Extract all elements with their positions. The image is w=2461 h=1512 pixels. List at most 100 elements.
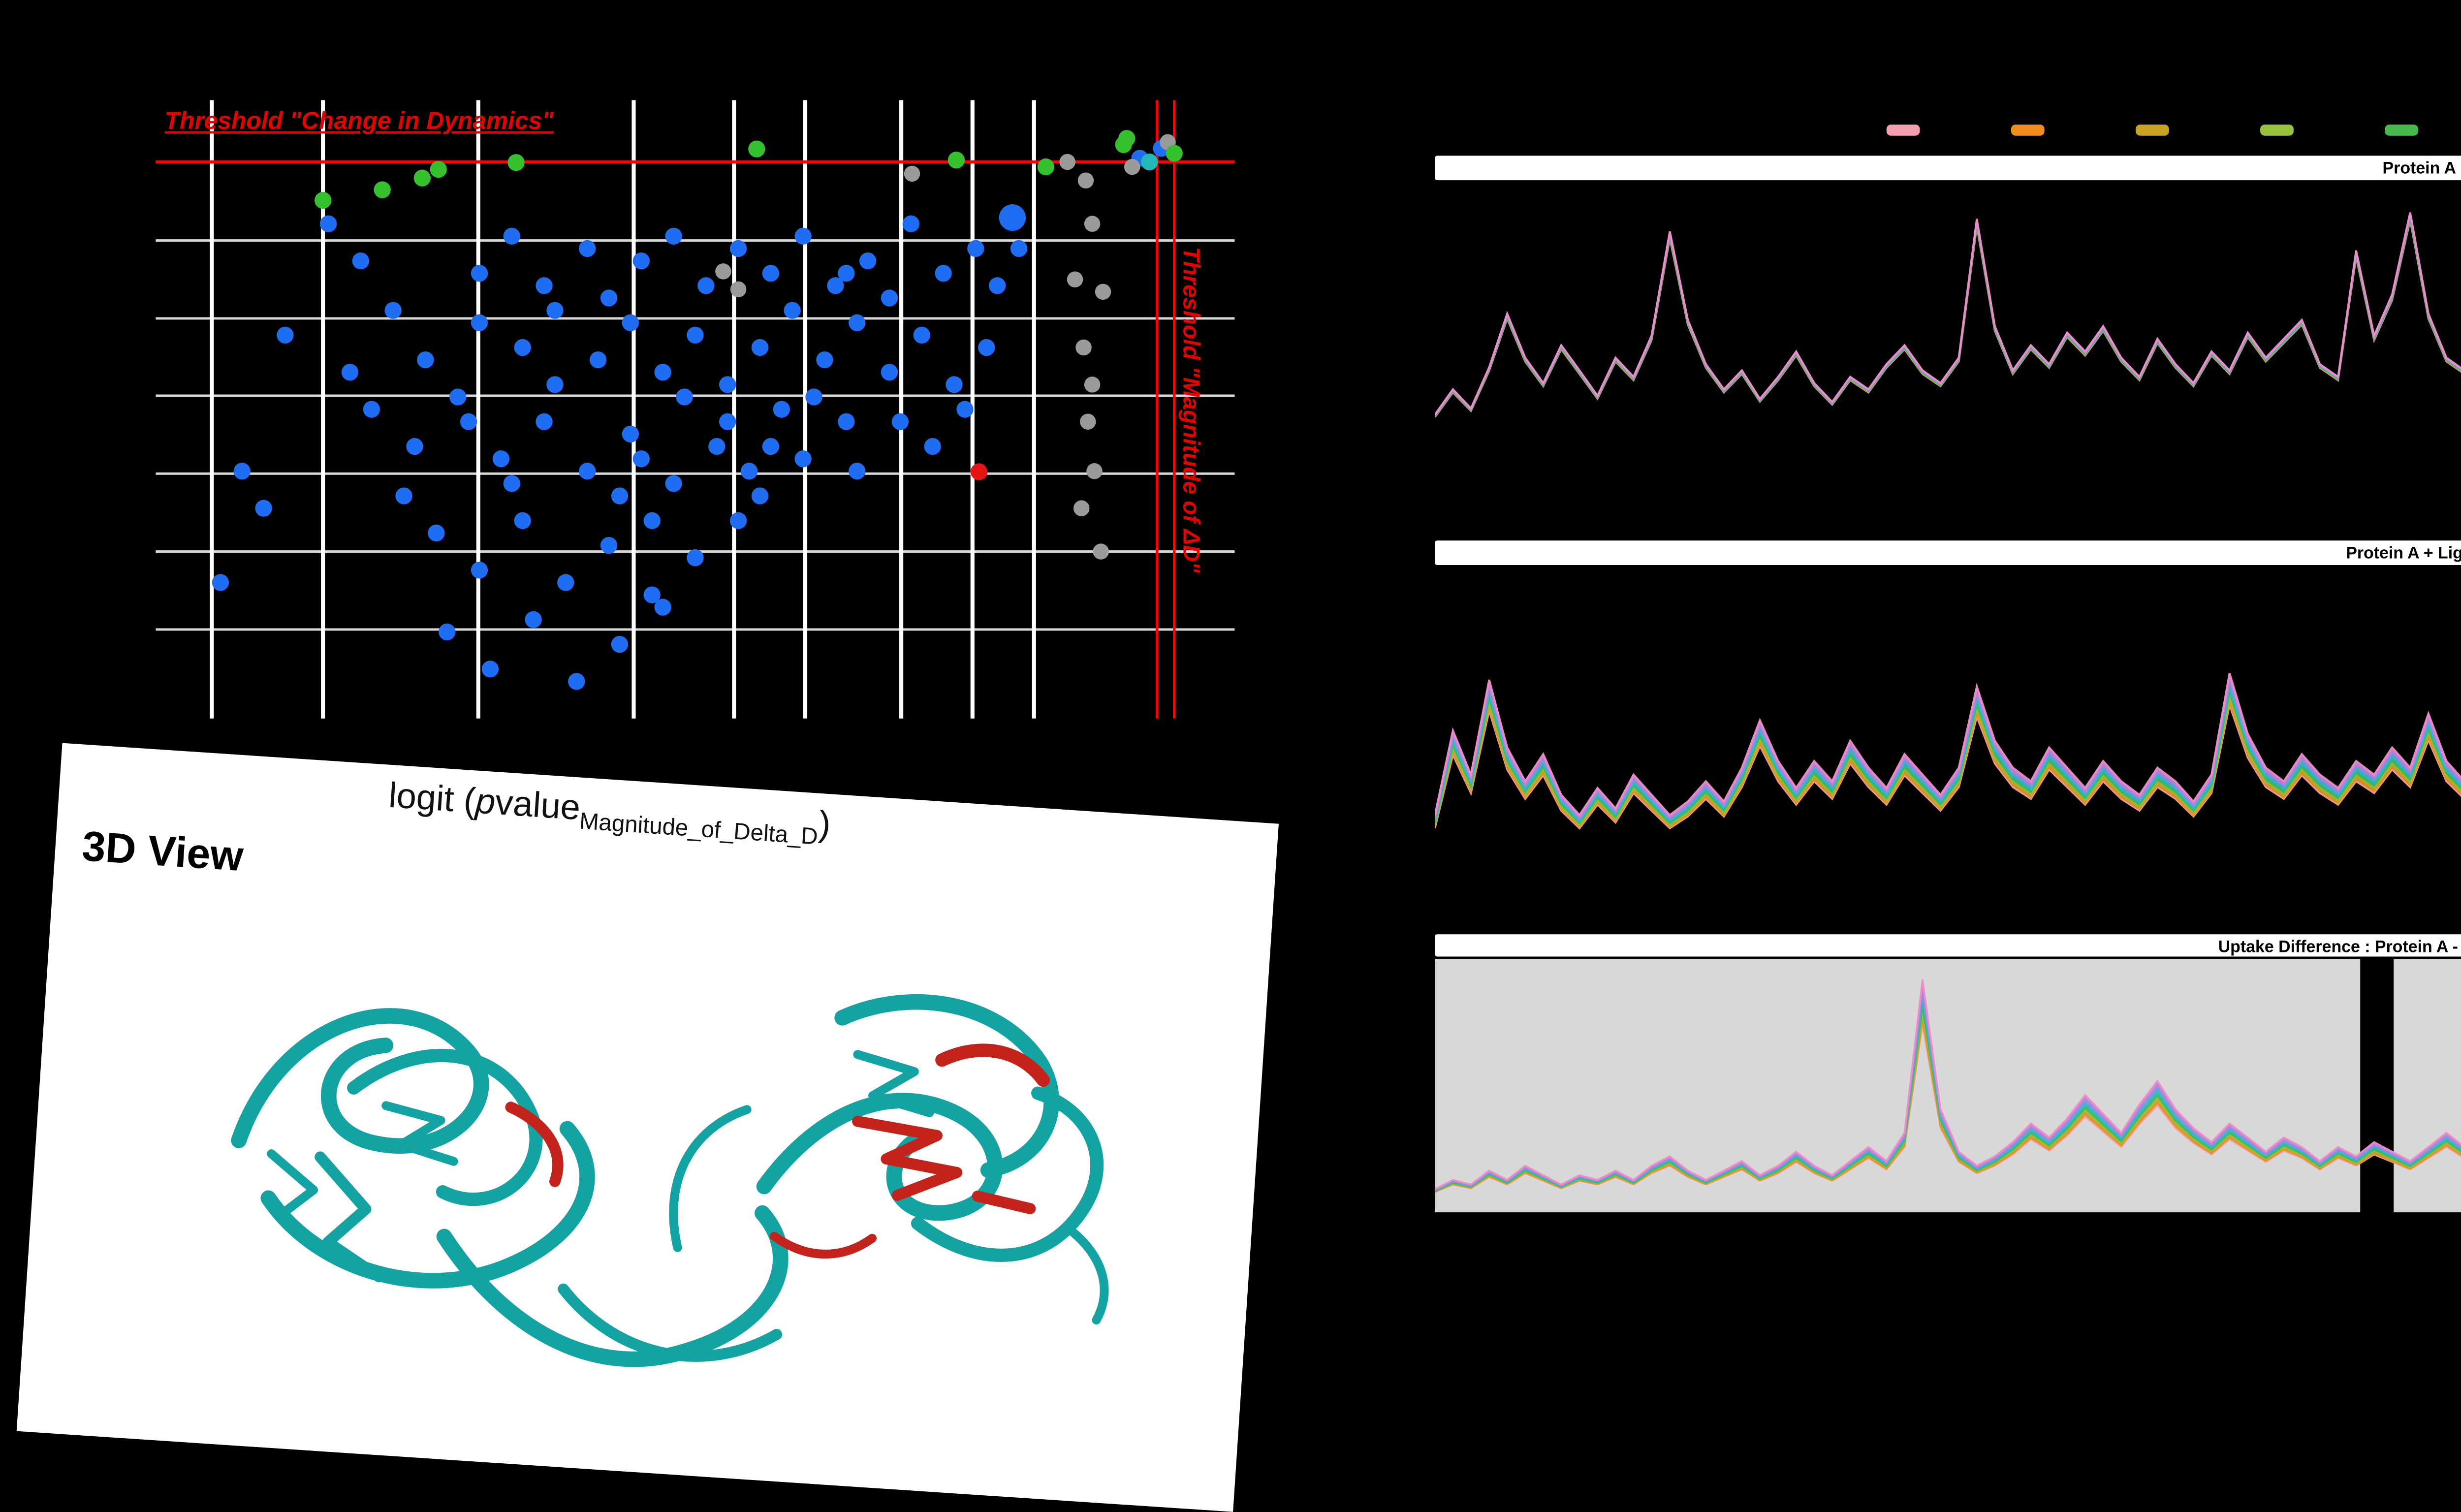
scatter-point-blue[interactable] — [676, 388, 693, 406]
volcano-plot[interactable]: Threshold "Change in Dynamics" Threshold… — [156, 100, 1235, 719]
scatter-point-blue[interactable] — [687, 326, 704, 344]
scatter-point-blue[interactable] — [665, 475, 682, 492]
scatter-point-blue[interactable] — [859, 252, 877, 270]
scatter-point-blue[interactable] — [654, 364, 671, 381]
scatter-point-green[interactable] — [413, 169, 431, 187]
scatter-point-gray[interactable] — [1075, 339, 1092, 356]
scatter-point-blue[interactable] — [514, 512, 531, 529]
scatter-point-blue[interactable] — [729, 240, 747, 257]
scatter-point-blue[interactable] — [719, 376, 736, 393]
uptake-series-line[interactable] — [1434, 214, 2461, 444]
scatter-point-blue[interactable] — [503, 475, 520, 492]
scatter-point-blue[interactable] — [838, 265, 855, 282]
scatter-point-blue[interactable] — [762, 438, 780, 455]
legend-swatch[interactable] — [2135, 125, 2169, 135]
uptake-difference-chart[interactable] — [1434, 959, 2461, 1224]
scatter-point-blue[interactable] — [460, 413, 477, 430]
line-chart-protein-a-ligand[interactable] — [1434, 569, 2461, 925]
scatter-point-blue[interactable] — [881, 289, 898, 307]
scatter-point-gray[interactable] — [1059, 154, 1075, 170]
scatter-point-blue[interactable] — [762, 265, 780, 282]
scatter-point-blue[interactable] — [319, 215, 337, 232]
scatter-point-blue[interactable] — [600, 289, 618, 307]
scatter-point-green[interactable] — [947, 152, 965, 169]
uptake-series-line[interactable] — [1434, 212, 2461, 434]
scatter-point-blue[interactable] — [277, 326, 294, 344]
scatter-point-blue[interactable] — [611, 635, 629, 653]
scatter-point-blue[interactable] — [255, 500, 272, 517]
uptake-series-line[interactable] — [1434, 219, 2461, 481]
scatter-point-blue[interactable] — [471, 265, 488, 282]
scatter-point-blue[interactable] — [622, 314, 639, 331]
scatter-point-gray[interactable] — [904, 165, 920, 182]
scatter-point-green[interactable] — [748, 140, 765, 158]
scatter-point-blue[interactable] — [492, 450, 510, 468]
scatter-point-blue[interactable] — [212, 574, 229, 591]
scatter-point-blue[interactable] — [622, 425, 639, 443]
scatter-point-gray[interactable] — [1093, 543, 1109, 560]
uptake-series-line[interactable] — [1434, 218, 2461, 475]
scatter-point-blue[interactable] — [881, 364, 898, 381]
scatter-point-blue[interactable] — [568, 673, 585, 690]
scatter-point-gray[interactable] — [1084, 216, 1101, 232]
scatter-point-blue[interactable] — [439, 623, 456, 641]
scatter-point-gray[interactable] — [1073, 500, 1090, 516]
scatter-point-blue[interactable] — [891, 413, 909, 430]
protein-structure-view[interactable] — [97, 877, 1199, 1492]
line-chart-uptake-difference[interactable] — [1434, 959, 2461, 1213]
scatter-point-blue[interactable] — [978, 339, 995, 356]
scatter-point-blue[interactable] — [913, 326, 930, 344]
scatter-point-blue[interactable] — [428, 524, 445, 542]
scatter-point-gray[interactable] — [1067, 271, 1083, 288]
scatter-point-blue[interactable] — [449, 388, 467, 406]
scatter-point-blue[interactable] — [729, 512, 747, 529]
scatter-point-blue[interactable] — [536, 413, 553, 430]
scatter-point-blue[interactable] — [514, 339, 531, 356]
scatter-point-green[interactable] — [507, 154, 525, 171]
scatter-point-red[interactable] — [970, 463, 988, 480]
scatter-point-gray[interactable] — [715, 263, 731, 280]
scatter-point-blue[interactable] — [557, 574, 574, 591]
scatter-point-gray[interactable] — [1086, 463, 1103, 479]
scatter-point-blue[interactable] — [579, 463, 596, 480]
scatter-point-blue[interactable] — [849, 463, 866, 480]
scatter-point-blue[interactable] — [794, 450, 812, 468]
scatter-point-blue[interactable] — [902, 215, 920, 232]
scatter-point-blue[interactable] — [536, 277, 553, 294]
volcano-plot-area[interactable] — [156, 100, 1235, 719]
scatter-point-blue[interactable] — [395, 487, 412, 504]
scatter-point-blue[interactable] — [546, 376, 564, 393]
scatter-point-green[interactable] — [314, 191, 332, 209]
scatter-point-teal[interactable] — [1141, 153, 1158, 171]
scatter-point-blue[interactable] — [632, 252, 650, 270]
scatter-point-blue[interactable] — [935, 265, 952, 282]
scatter-point-blue[interactable] — [525, 611, 542, 629]
scatter-point-blue[interactable] — [708, 438, 726, 455]
scatter-point-blue[interactable] — [417, 351, 434, 369]
scatter-point-blue[interactable] — [1010, 240, 1028, 257]
scatter-point-blue[interactable] — [794, 227, 812, 245]
scatter-point-gray[interactable] — [1077, 172, 1094, 189]
scatter-point-blue[interactable] — [946, 376, 963, 393]
scatter-point-blue[interactable] — [751, 339, 769, 356]
scatter-point-blue[interactable] — [471, 314, 488, 331]
scatter-point-blue[interactable] — [805, 388, 822, 406]
uptake-series-line[interactable] — [1434, 213, 2461, 439]
scatter-point-blue[interactable] — [352, 252, 370, 270]
scatter-point-gray[interactable] — [1095, 284, 1111, 300]
scatter-point-blue[interactable] — [579, 240, 596, 257]
scatter-point-gray[interactable] — [1080, 413, 1096, 430]
scatter-point-blue[interactable] — [481, 661, 499, 678]
scatter-point-green[interactable] — [1037, 158, 1055, 176]
scatter-point-blue[interactable] — [924, 438, 941, 455]
scatter-point-green[interactable] — [374, 181, 391, 198]
uptake-series-line[interactable] — [1434, 217, 2461, 465]
scatter-point-blue[interactable] — [665, 227, 682, 245]
scatter-point-blue[interactable] — [546, 302, 564, 319]
scatter-point-blue[interactable] — [233, 463, 251, 480]
scatter-point-green[interactable] — [430, 160, 447, 178]
scatter-point-blue[interactable] — [827, 277, 844, 294]
uptake-series-line[interactable] — [1434, 979, 2461, 1194]
scatter-point-gray[interactable] — [1124, 158, 1140, 175]
legend-swatch[interactable] — [2011, 125, 2045, 135]
